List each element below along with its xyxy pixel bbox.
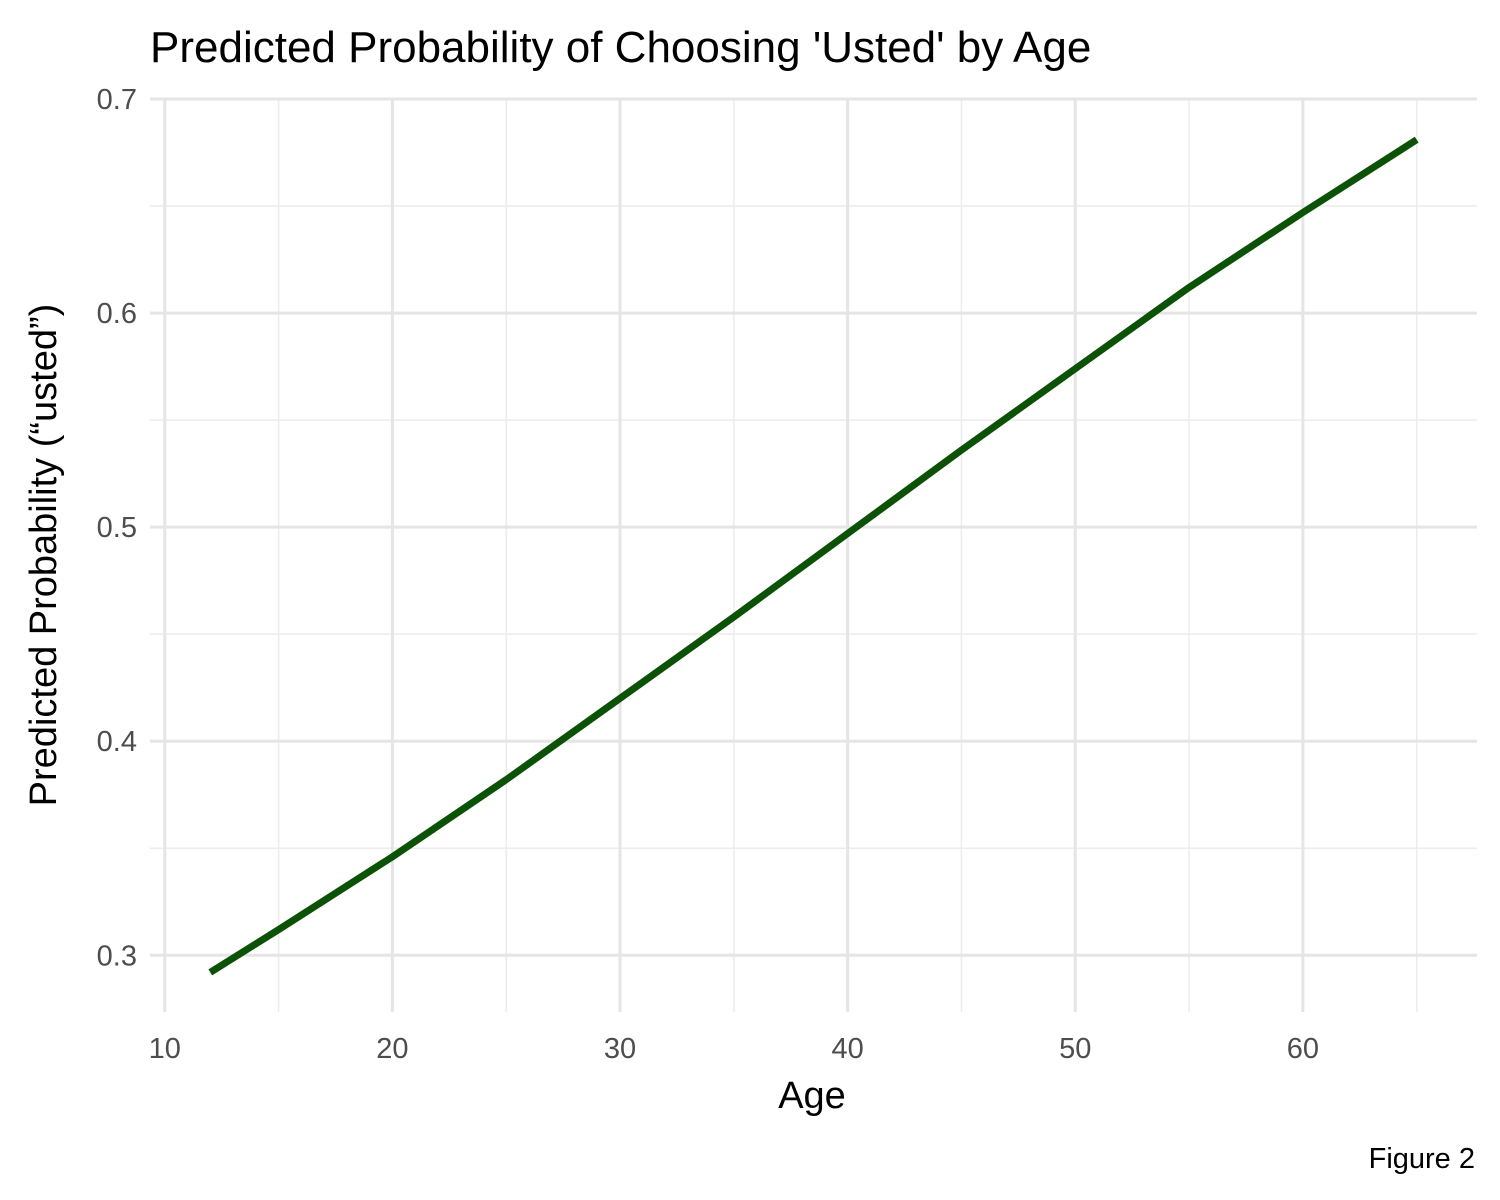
x-tick-label: 40 [832,1033,864,1065]
y-axis-title: Predicted Probability (“usted”) [23,304,65,807]
x-tick-label: 20 [376,1033,408,1065]
grid [150,97,1477,1012]
y-tick-label: 0.4 [97,726,137,758]
y-axis-ticks: 0.3 0.4 0.5 0.6 0.7 [97,84,137,972]
series-line [208,136,1419,976]
chart-title: Predicted Probability of Choosing 'Usted… [150,23,1091,72]
y-tick-label: 0.7 [97,84,137,116]
figure-caption: Figure 2 [1369,1143,1475,1175]
y-tick-label: 0.6 [97,298,137,330]
y-tick-label: 0.3 [97,940,137,972]
x-tick-label: 30 [604,1033,636,1065]
x-tick-label: 60 [1287,1033,1319,1065]
y-tick-label: 0.5 [97,512,137,544]
x-axis-ticks: 10 20 30 40 50 60 [149,1033,1319,1065]
x-tick-label: 50 [1059,1033,1091,1065]
x-axis-title: Age [778,1075,846,1117]
x-tick-label: 10 [149,1033,181,1065]
series-layer [208,136,1419,976]
